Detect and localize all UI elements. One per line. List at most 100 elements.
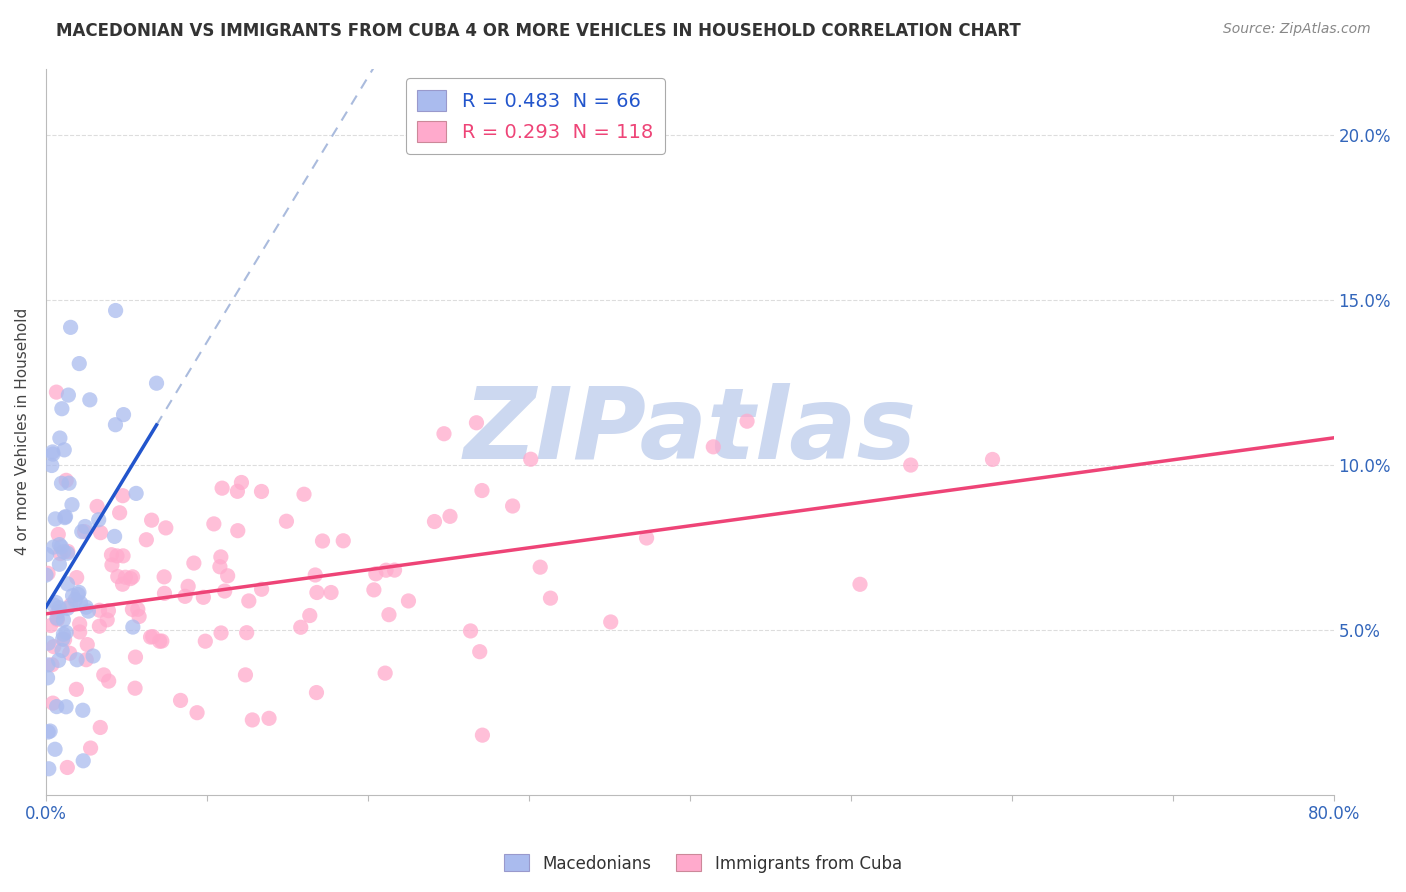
Point xyxy=(89,603,111,617)
Point xyxy=(433,426,456,441)
Point xyxy=(79,392,101,407)
Point xyxy=(209,549,232,564)
Point xyxy=(981,452,1004,467)
Point xyxy=(70,524,93,539)
Point xyxy=(72,754,94,768)
Point xyxy=(45,699,67,714)
Point xyxy=(39,724,62,739)
Point xyxy=(72,703,94,717)
Point xyxy=(35,548,58,562)
Point xyxy=(52,545,75,559)
Point xyxy=(112,408,135,422)
Point xyxy=(52,632,75,646)
Point xyxy=(59,598,82,612)
Point xyxy=(153,586,176,600)
Point xyxy=(53,632,76,647)
Point xyxy=(849,577,872,591)
Point xyxy=(75,519,97,533)
Point xyxy=(96,613,118,627)
Point xyxy=(398,594,420,608)
Point xyxy=(46,527,69,541)
Point xyxy=(93,668,115,682)
Point xyxy=(235,625,257,640)
Point xyxy=(52,627,75,641)
Point xyxy=(51,540,73,554)
Point xyxy=(41,445,63,459)
Point xyxy=(49,547,72,561)
Point xyxy=(292,487,315,501)
Point xyxy=(250,484,273,499)
Point xyxy=(226,484,249,499)
Point xyxy=(124,681,146,696)
Point xyxy=(332,533,354,548)
Point xyxy=(439,509,461,524)
Point xyxy=(290,620,312,634)
Point xyxy=(101,558,124,572)
Point xyxy=(52,613,75,627)
Point xyxy=(56,544,79,558)
Point xyxy=(59,646,82,660)
Point xyxy=(59,320,82,334)
Point xyxy=(471,728,494,742)
Point xyxy=(186,706,208,720)
Point xyxy=(114,570,136,584)
Point xyxy=(104,529,127,543)
Point xyxy=(298,608,321,623)
Point xyxy=(67,585,90,599)
Point xyxy=(311,534,333,549)
Point xyxy=(378,607,401,622)
Point xyxy=(125,486,148,500)
Point xyxy=(37,725,59,739)
Point xyxy=(121,570,143,584)
Point xyxy=(108,506,131,520)
Y-axis label: 4 or more Vehicles in Household: 4 or more Vehicles in Household xyxy=(15,308,30,556)
Point xyxy=(235,668,257,682)
Point xyxy=(304,568,326,582)
Point xyxy=(42,540,65,554)
Point xyxy=(319,585,342,599)
Point xyxy=(89,721,111,735)
Point xyxy=(226,524,249,538)
Point xyxy=(48,538,70,552)
Point xyxy=(149,634,172,648)
Point xyxy=(48,600,70,615)
Point xyxy=(37,566,59,581)
Point xyxy=(211,481,233,495)
Point xyxy=(305,685,328,699)
Point xyxy=(169,693,191,707)
Point xyxy=(208,559,231,574)
Point xyxy=(63,593,86,607)
Point xyxy=(46,612,69,626)
Point xyxy=(468,645,491,659)
Point xyxy=(89,619,111,633)
Point xyxy=(42,696,65,710)
Point xyxy=(104,303,127,318)
Point xyxy=(155,521,177,535)
Point xyxy=(51,401,73,416)
Point xyxy=(238,594,260,608)
Point xyxy=(48,653,70,667)
Point xyxy=(384,563,406,577)
Point xyxy=(44,512,66,526)
Point xyxy=(55,699,77,714)
Point xyxy=(105,549,128,563)
Point xyxy=(87,513,110,527)
Point xyxy=(900,458,922,472)
Point xyxy=(60,498,83,512)
Point xyxy=(90,525,112,540)
Point xyxy=(139,630,162,644)
Point xyxy=(56,760,79,774)
Point xyxy=(69,616,91,631)
Point xyxy=(374,666,396,681)
Point xyxy=(104,417,127,432)
Point xyxy=(38,762,60,776)
Text: Source: ZipAtlas.com: Source: ZipAtlas.com xyxy=(1223,22,1371,37)
Point xyxy=(636,531,658,545)
Point xyxy=(363,582,385,597)
Point xyxy=(56,546,79,560)
Point xyxy=(529,560,551,574)
Point xyxy=(519,452,541,467)
Point xyxy=(41,657,63,672)
Point xyxy=(193,591,215,605)
Point xyxy=(69,596,91,610)
